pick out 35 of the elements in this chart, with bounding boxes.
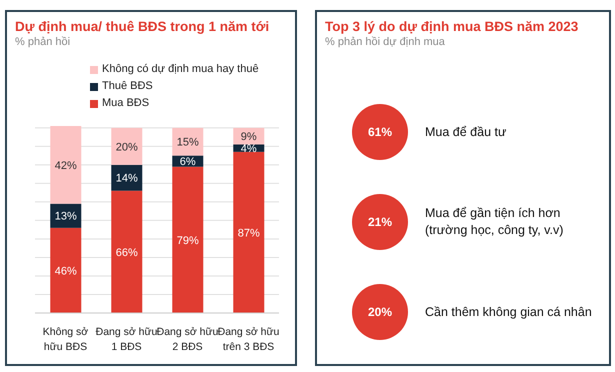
data-label: 79% — [176, 234, 199, 247]
data-label: 20% — [116, 141, 138, 154]
bar — [233, 152, 264, 313]
chart-subtitle: % phản hồi — [15, 35, 72, 49]
chart-title: Dự định mua/ thuê BĐS trong 1 năm tới — [15, 18, 270, 35]
category-label: Cần thêm không gian cá nhân — [425, 304, 593, 320]
text: 61% — [368, 125, 392, 139]
data-label: 66% — [116, 246, 138, 259]
text: Top 3 lý do dự định mua BĐS năm 2023 — [325, 18, 580, 35]
bar — [111, 128, 142, 165]
data-label: 15% — [176, 136, 199, 149]
data-label: 42% — [54, 160, 77, 172]
bar — [50, 228, 82, 313]
text: 20% — [368, 305, 392, 319]
text: % phản hồi dự định mua — [325, 35, 446, 49]
data-label: 14% — [116, 172, 138, 185]
bar — [172, 166, 204, 313]
x-tick-label: Đang sở hữu trên 3 BĐS — [218, 326, 280, 353]
legend-label: Không có dự định mua hay thuê — [101, 62, 259, 77]
bar — [50, 126, 82, 204]
text: 21% — [368, 215, 392, 229]
legend-label: Mua BĐS — [101, 96, 150, 111]
data-label: 87% — [238, 227, 260, 240]
category-label: Mua để gần tiện ích hơn (trường học, công ty, v.v) — [425, 205, 564, 239]
data-label: 6% — [180, 156, 196, 168]
bar — [111, 164, 142, 191]
data-label: 9% — [240, 131, 257, 144]
data-label: 46% — [54, 265, 77, 278]
x-tick-label: Đang sở hữu 1 BĐS — [96, 326, 158, 353]
x-tick-label: Đang sở hữu 2 BĐS — [156, 326, 219, 353]
bar — [111, 190, 142, 313]
data-label: 13% — [54, 210, 77, 223]
x-tick-label: Không sở hữu BĐS — [42, 326, 88, 353]
legend-label: Thuê BĐS — [101, 79, 153, 94]
category-label: Mua để đầu tư — [425, 124, 508, 140]
